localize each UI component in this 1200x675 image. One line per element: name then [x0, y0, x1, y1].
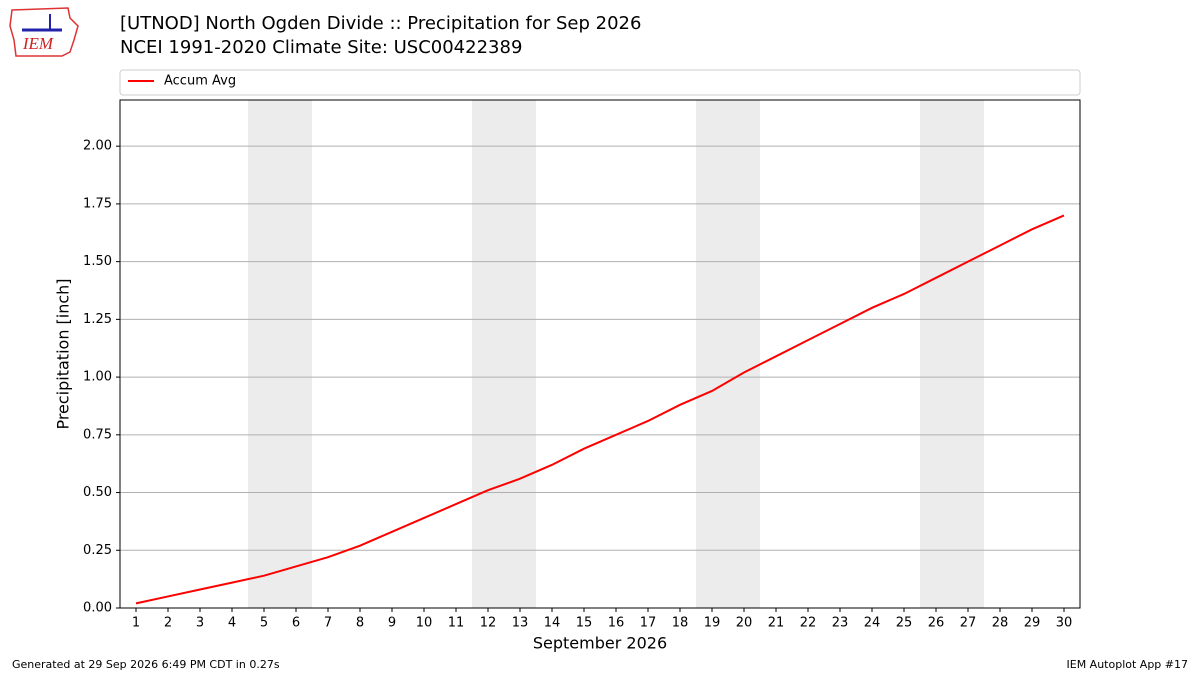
chart-title: [UTNOD] North Ogden Divide :: Precipitat…: [120, 13, 641, 34]
x-tick-label: 22: [800, 616, 817, 631]
x-tick-label: 5: [260, 616, 268, 631]
x-tick-label: 19: [704, 616, 721, 631]
x-tick-label: 14: [544, 616, 561, 631]
y-tick-label: 0.50: [83, 485, 112, 500]
x-tick-label: 23: [832, 616, 849, 631]
x-tick-label: 28: [992, 616, 1009, 631]
weekend-shade: [920, 100, 984, 608]
logo-text: IEM: [22, 34, 54, 53]
x-tick-label: 17: [640, 616, 657, 631]
y-tick-label: 0.25: [83, 543, 112, 558]
weekend-shade: [472, 100, 536, 608]
footer-right: IEM Autoplot App #17: [1067, 658, 1189, 671]
x-tick-label: 20: [736, 616, 753, 631]
x-tick-label: 11: [448, 616, 465, 631]
x-tick-label: 12: [480, 616, 497, 631]
y-tick-label: 1.00: [83, 370, 112, 385]
x-tick-label: 13: [512, 616, 529, 631]
x-tick-label: 29: [1024, 616, 1041, 631]
data-line: [135, 214, 1065, 605]
x-tick-label: 7: [324, 616, 332, 631]
legend-box: [119, 69, 1081, 96]
x-tick-label: 18: [672, 616, 689, 631]
y-tick-label: 0.00: [83, 601, 112, 616]
x-tick-label: 21: [768, 616, 785, 631]
y-tick-label: 1.25: [83, 312, 112, 327]
x-tick-label: 8: [356, 616, 364, 631]
x-axis-label: September 2026: [533, 634, 667, 653]
x-tick-label: 3: [196, 616, 204, 631]
weekend-shade: [248, 100, 312, 608]
y-axis-label: Precipitation [inch]: [54, 278, 73, 429]
x-tick-label: 10: [416, 616, 433, 631]
chart-subtitle: NCEI 1991-2020 Climate Site: USC00422389: [120, 37, 522, 58]
x-tick-label: 1: [132, 616, 140, 631]
x-tick-label: 27: [960, 616, 977, 631]
logo-outline: [9, 7, 79, 57]
x-tick-label: 25: [896, 616, 913, 631]
footer-left: Generated at 29 Sep 2026 6:49 PM CDT in …: [12, 658, 280, 671]
x-tick-label: 2: [164, 616, 172, 631]
x-tick-label: 26: [928, 616, 945, 631]
x-tick-label: 16: [608, 616, 625, 631]
y-tick-label: 2.00: [83, 139, 112, 154]
x-tick-label: 24: [864, 616, 881, 631]
y-tick-label: 0.75: [83, 427, 112, 442]
weekend-shade: [696, 100, 760, 608]
x-tick-label: 4: [228, 616, 236, 631]
x-tick-label: 6: [292, 616, 300, 631]
plot-frame: [119, 99, 1081, 609]
x-tick-label: 30: [1056, 616, 1073, 631]
y-tick-label: 1.75: [83, 196, 112, 211]
y-tick-label: 1.50: [83, 254, 112, 269]
logo: IEM: [9, 7, 79, 57]
x-tick-label: 9: [388, 616, 396, 631]
legend-label: Accum Avg: [164, 74, 236, 89]
x-tick-label: 15: [576, 616, 593, 631]
